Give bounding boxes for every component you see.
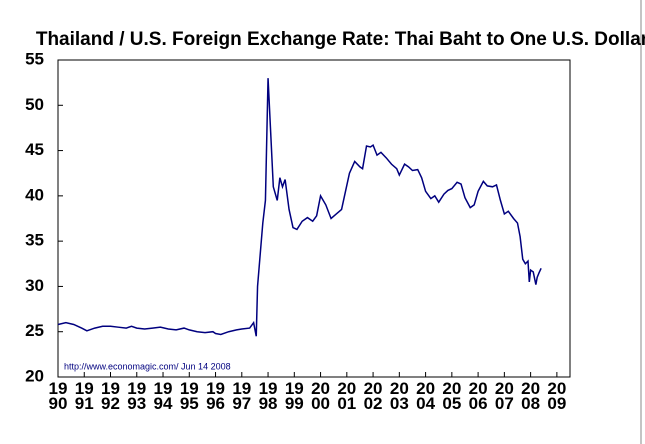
x-tick-label: 20 02 [363, 379, 383, 413]
series-line [57, 78, 542, 337]
y-tick-label: 55 [25, 49, 44, 68]
y-tick-label: 45 [25, 140, 44, 159]
y-tick-label: 35 [25, 231, 44, 250]
plot-frame [57, 59, 571, 378]
x-tick-label: 20 08 [521, 379, 541, 413]
x-tick-label: 20 05 [442, 379, 462, 413]
y-tick-label: 40 [25, 185, 44, 204]
x-tick-label: 19 91 [74, 379, 94, 413]
y-tick-label: 20 [25, 366, 44, 385]
x-tick-label: 20 06 [468, 379, 488, 413]
x-tick-label: 19 93 [127, 379, 147, 413]
y-tick-label: 50 [25, 95, 44, 114]
x-tick-label: 19 96 [206, 379, 225, 413]
y-tick-label: 25 [25, 321, 44, 340]
x-tick-label: 19 90 [48, 379, 68, 413]
x-tick-label: 19 95 [179, 379, 199, 413]
x-tick-label: 19 94 [153, 379, 173, 413]
y-tick-label: 30 [25, 276, 44, 295]
x-tick-label: 20 04 [416, 379, 436, 413]
annotation: http://www.economagic.com/ Jun 14 2008 [64, 361, 231, 371]
x-tick-label: 20 09 [547, 379, 567, 413]
x-tick-label: 19 92 [101, 379, 120, 413]
x-tick-label: 19 99 [284, 379, 304, 413]
x-tick-label: 20 01 [337, 379, 357, 413]
x-tick-label: 19 97 [232, 379, 252, 413]
chart-title: Thailand / U.S. Foreign Exchange Rate: T… [36, 29, 645, 50]
x-tick-label: 20 07 [494, 379, 514, 413]
x-tick-label: 19 98 [258, 379, 278, 413]
x-tick-label: 20 03 [389, 379, 409, 413]
x-tick-label: 20 00 [311, 379, 331, 413]
